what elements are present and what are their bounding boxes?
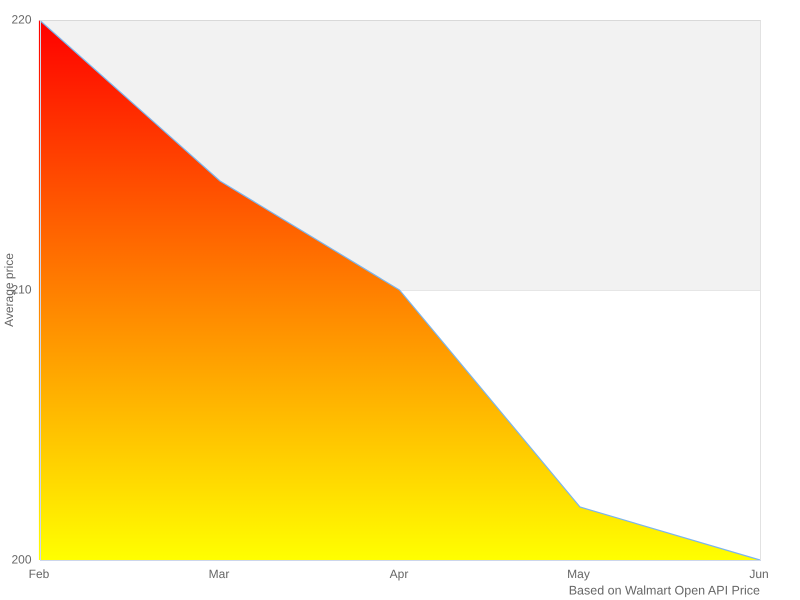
- svg-text:Average price: Average price: [2, 253, 16, 327]
- svg-text:220: 220: [11, 13, 31, 27]
- svg-text:Based on Walmart Open API Pric: Based on Walmart Open API Price: [569, 584, 760, 598]
- svg-text:Feb: Feb: [29, 567, 50, 581]
- svg-text:210: 210: [11, 283, 31, 297]
- svg-text:200: 200: [11, 553, 31, 567]
- svg-text:Jun: Jun: [749, 567, 768, 581]
- svg-text:May: May: [567, 567, 590, 581]
- svg-text:Apr: Apr: [390, 567, 409, 581]
- svg-text:Mar: Mar: [209, 567, 230, 581]
